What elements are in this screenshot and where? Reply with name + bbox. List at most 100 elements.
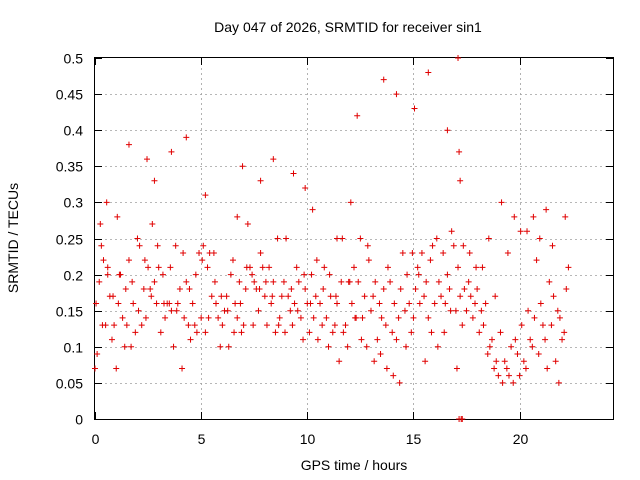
data-point: [224, 307, 231, 314]
data-point: [278, 293, 285, 300]
data-point: [227, 271, 234, 278]
data-point: [522, 365, 529, 372]
data-point: [474, 286, 481, 293]
data-point: [505, 372, 512, 379]
data-point: [404, 271, 411, 278]
data-point: [351, 264, 357, 271]
data-point: [530, 213, 537, 220]
data-point: [357, 235, 364, 242]
data-point: [123, 322, 130, 329]
data-point: [257, 177, 264, 184]
data-point: [168, 148, 175, 155]
data-point: [186, 286, 193, 293]
data-point: [122, 286, 129, 293]
data-point: [231, 329, 238, 336]
data-point: [306, 329, 313, 336]
x-tick-label: 20: [513, 431, 529, 447]
y-tick-label: 0.5: [64, 51, 84, 67]
data-point: [130, 300, 137, 307]
y-tick-label: 0.35: [56, 159, 83, 175]
data-point: [533, 257, 540, 264]
data-point: [283, 235, 290, 242]
data-point: [261, 293, 268, 300]
data-point: [179, 365, 186, 372]
data-point: [562, 213, 569, 220]
data-point: [98, 242, 105, 249]
data-point: [236, 278, 243, 285]
data-point: [504, 249, 511, 256]
data-point: [116, 271, 123, 278]
data-point: [218, 293, 225, 300]
data-point: [520, 358, 527, 365]
data-point: [196, 249, 203, 256]
data-point: [210, 249, 217, 256]
data-point: [280, 278, 287, 285]
data-point: [380, 76, 387, 83]
y-axis-title: SRMTID / TECUs: [5, 183, 21, 293]
data-point: [302, 286, 309, 293]
data-point: [259, 264, 266, 271]
data-point: [460, 242, 467, 249]
data-point: [455, 264, 462, 271]
data-point: [151, 278, 158, 285]
data-point: [510, 379, 517, 386]
data-point: [348, 300, 355, 307]
data-point: [329, 329, 336, 336]
data-point: [559, 336, 566, 343]
data-point: [355, 278, 362, 285]
data-point: [340, 329, 347, 336]
data-point: [561, 329, 568, 336]
data-point: [251, 278, 258, 285]
data-point: [204, 264, 211, 271]
data-point: [377, 351, 384, 358]
data-point: [508, 343, 515, 350]
data-point: [425, 314, 432, 321]
data-point: [393, 336, 400, 343]
data-point: [157, 329, 164, 336]
data-point: [263, 322, 270, 329]
data-point: [162, 314, 169, 321]
data-point: [415, 271, 422, 278]
data-point: [272, 329, 279, 336]
data-point: [331, 322, 338, 329]
data-point: [363, 343, 370, 350]
data-point: [421, 293, 428, 300]
data-point: [262, 278, 269, 285]
data-point: [467, 293, 474, 300]
data-point: [548, 322, 555, 329]
data-point: [180, 249, 187, 256]
data-point: [147, 286, 154, 293]
data-point: [181, 314, 188, 321]
data-point: [287, 307, 294, 314]
data-point: [501, 358, 508, 365]
data-point: [336, 358, 343, 365]
y-tick-labels: 0 0.05 0.1 0.15 0.2 0.25 0.3 0.35 0.4 0.45 0.5: [56, 51, 83, 428]
data-point: [550, 293, 557, 300]
data-point: [480, 322, 487, 329]
data-point: [99, 322, 106, 329]
data-point: [344, 343, 351, 350]
data-point: [479, 264, 486, 271]
data-point: [187, 336, 194, 343]
data-point: [320, 286, 327, 293]
data-point: [393, 91, 400, 98]
data-point: [128, 343, 135, 350]
data-point: [240, 322, 247, 329]
data-point: [472, 300, 479, 307]
data-point: [255, 307, 262, 314]
data-point: [361, 293, 368, 300]
data-point: [275, 322, 282, 329]
data-point: [176, 286, 183, 293]
data-point: [456, 148, 463, 155]
data-point: [266, 264, 273, 271]
data-point: [121, 343, 128, 350]
data-point: [544, 365, 551, 372]
data-point: [418, 249, 425, 256]
data-point: [294, 307, 301, 314]
data-point: [167, 264, 174, 271]
data-point: [463, 307, 470, 314]
data-point: [444, 271, 451, 278]
data-point: [491, 365, 498, 372]
data-point: [332, 293, 339, 300]
